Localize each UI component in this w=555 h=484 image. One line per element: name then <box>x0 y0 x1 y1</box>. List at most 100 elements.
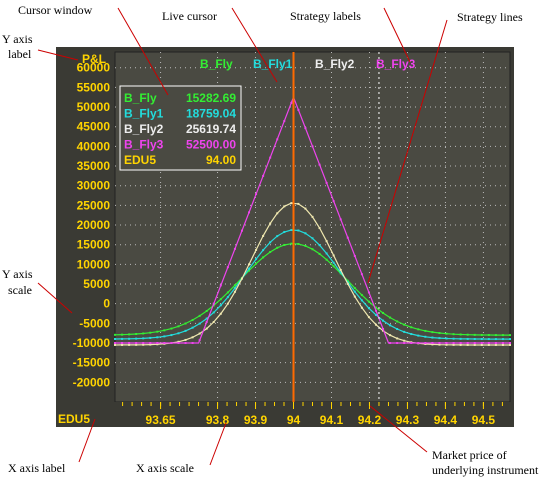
data-point <box>177 342 180 345</box>
data-point <box>149 336 152 339</box>
data-point <box>396 337 399 340</box>
data-point <box>438 337 441 340</box>
legend-item-b-fly1[interactable]: B_Fly1 <box>253 57 293 71</box>
data-point <box>445 332 448 335</box>
legend-item-b-fly3[interactable]: B_Fly3 <box>376 57 416 71</box>
data-point <box>332 254 335 257</box>
data-point <box>494 343 497 346</box>
data-point <box>290 242 293 245</box>
data-point <box>431 342 434 345</box>
data-point <box>142 343 145 346</box>
data-point <box>318 163 321 166</box>
legend-item-b-fly2[interactable]: B_Fly2 <box>315 57 355 71</box>
data-point <box>121 342 124 345</box>
x-tick-label: 93.9 <box>244 413 268 427</box>
data-point <box>332 265 335 268</box>
y-tick-label: 10000 <box>77 257 111 271</box>
data-point <box>184 342 187 345</box>
data-point <box>198 339 201 342</box>
annotation-x-axis-scale: X axis scale <box>136 461 194 475</box>
data-point <box>360 306 363 309</box>
data-point <box>114 343 116 346</box>
annotation-strategy-lines: Strategy lines <box>457 10 523 24</box>
data-point <box>121 337 124 340</box>
data-point <box>473 333 476 336</box>
data-point <box>240 277 243 280</box>
data-point <box>262 249 265 252</box>
data-point <box>163 335 166 338</box>
data-point <box>487 342 490 345</box>
data-point <box>128 333 131 336</box>
pointer-x-axis-label <box>78 418 96 463</box>
data-point <box>473 343 476 346</box>
annotation-x-axis-label: X axis label <box>8 461 66 475</box>
data-point <box>276 138 279 141</box>
data-point <box>255 193 258 196</box>
data-point <box>403 323 406 326</box>
data-point <box>114 337 116 340</box>
legend-item-b-fly[interactable]: B_Fly <box>200 57 233 71</box>
data-point <box>248 269 251 272</box>
data-point <box>452 337 455 340</box>
data-point <box>219 284 222 287</box>
data-point <box>269 241 272 244</box>
data-point <box>424 342 427 345</box>
data-point <box>226 296 229 299</box>
data-point <box>339 218 342 221</box>
cursor-window-label: B_Fly <box>124 91 157 105</box>
data-point <box>191 336 194 339</box>
data-point <box>311 237 314 240</box>
strategy-legend: B_Fly B_Fly1 B_Fly2 B_Fly3 <box>200 57 416 71</box>
data-point <box>114 333 116 336</box>
data-point <box>198 332 201 335</box>
data-point <box>494 338 497 341</box>
data-point <box>339 271 342 274</box>
data-point <box>487 338 490 341</box>
y-tick-label: 50000 <box>77 100 111 114</box>
data-point <box>205 309 208 312</box>
cursor-window-value: 52500.00 <box>186 138 236 152</box>
data-point <box>269 156 272 159</box>
data-point <box>360 294 363 297</box>
data-point <box>233 287 236 290</box>
data-point <box>452 343 455 346</box>
data-point <box>283 243 286 246</box>
data-point <box>480 338 483 341</box>
data-point <box>233 284 236 287</box>
data-point <box>156 342 159 345</box>
data-point <box>283 205 286 208</box>
data-point <box>459 333 462 336</box>
data-point <box>205 317 208 320</box>
data-point <box>128 337 131 340</box>
data-point <box>184 322 187 325</box>
data-point <box>403 339 406 342</box>
data-point <box>346 236 349 239</box>
data-point <box>431 336 434 339</box>
data-point <box>269 222 272 225</box>
data-point <box>431 343 434 346</box>
cursor-window: B_Fly 15282.69 B_Fly1 18759.04 B_Fly2 25619.7… <box>119 85 242 171</box>
data-point <box>248 267 251 270</box>
data-point <box>198 322 201 325</box>
data-point <box>417 334 420 337</box>
data-point <box>374 306 377 309</box>
data-point <box>156 336 159 339</box>
annotation-strategy-labels: Strategy labels <box>290 9 361 23</box>
data-point <box>191 319 194 322</box>
data-point <box>255 248 258 251</box>
data-point <box>219 298 222 301</box>
data-point <box>269 250 272 253</box>
annotation-market-price-2: underlying instrument <box>432 463 539 477</box>
pointer-live-cursor <box>231 7 278 83</box>
y-axis-scale: 6000055000500004500040000350003000025000… <box>73 61 111 390</box>
data-point <box>389 316 392 319</box>
x-tick-label: 94.3 <box>396 413 420 427</box>
data-point <box>325 240 328 243</box>
data-point <box>318 244 321 247</box>
data-point <box>382 329 385 332</box>
data-point <box>509 338 511 341</box>
data-point <box>226 291 229 294</box>
cursor-window-label: B_Fly3 <box>124 138 164 152</box>
data-point <box>135 343 138 346</box>
x-tick-label: 94 <box>287 413 301 427</box>
